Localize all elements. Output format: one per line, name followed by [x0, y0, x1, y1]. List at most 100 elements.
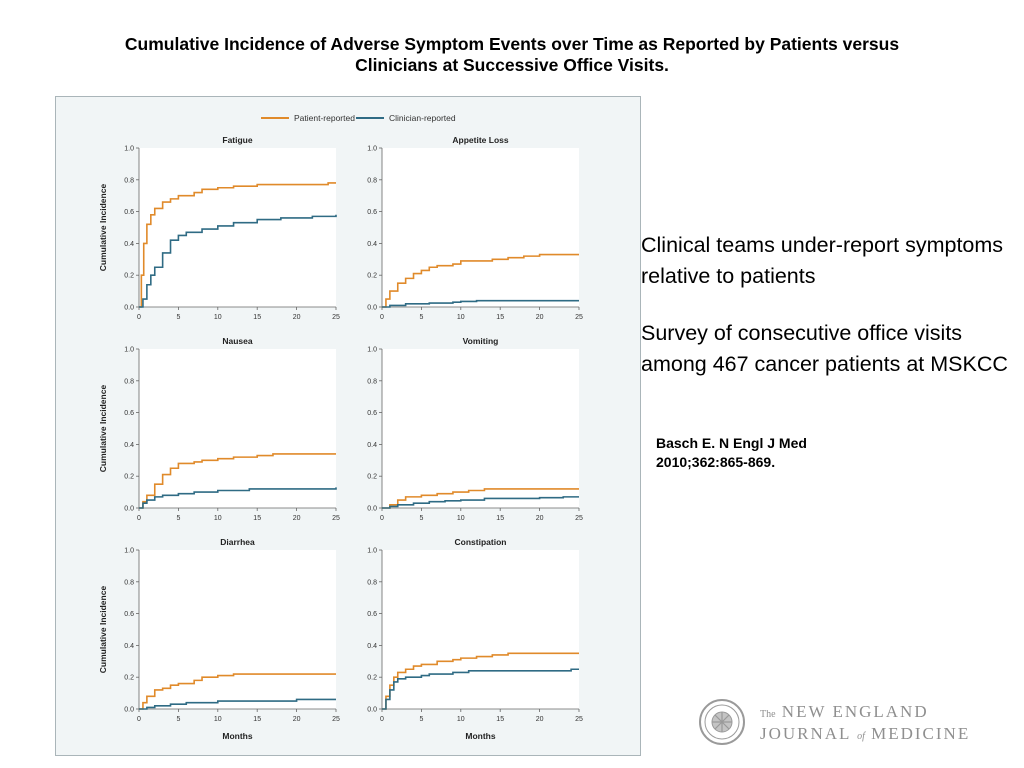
- x-tick-label: 20: [293, 314, 301, 321]
- x-axis-label: Months: [465, 731, 495, 741]
- x-tick-label: 10: [457, 515, 465, 522]
- y-tick-label: 0.0: [367, 305, 377, 312]
- series-line-patient: [382, 253, 579, 308]
- panel-title: Vomiting: [463, 336, 499, 346]
- series-line-patient: [139, 673, 336, 710]
- plot-area: [139, 550, 336, 709]
- x-tick-label: 15: [253, 716, 261, 723]
- y-tick-label: 1.0: [367, 548, 377, 555]
- y-tick-label: 0.4: [124, 442, 134, 449]
- y-tick-label: 1.0: [367, 146, 377, 153]
- x-tick-label: 25: [332, 716, 340, 723]
- series-line-patient: [382, 488, 579, 509]
- panel-constipation: Constipation 0.0 0.2 0.4 0.6 0.8 1.0 0 5 10 15 20 25…: [367, 537, 583, 741]
- bullet-under-report: Clinical teams under-report symptoms rel…: [641, 233, 1004, 288]
- panel-nausea: Nausea 0.0 0.2 0.4 0.6 0.8 1.0 0 5 10 15 20 25 Cumula…: [98, 336, 340, 522]
- series-line-patient: [139, 182, 336, 308]
- y-tick-label: 0.4: [367, 643, 377, 650]
- panel-diarrhea: Diarrhea 0.0 0.2 0.4 0.6 0.8 1.0 0 5 10 15 20 25 Cumu…: [98, 537, 340, 741]
- y-tick-label: 0.2: [124, 675, 134, 682]
- y-tick-label: 0.8: [367, 579, 377, 586]
- x-tick-label: 25: [332, 314, 340, 321]
- y-tick-label: 0.0: [124, 305, 134, 312]
- y-tick-label: 0.4: [124, 241, 134, 248]
- x-tick-label: 0: [380, 314, 384, 321]
- x-tick-label: 15: [253, 314, 261, 321]
- plot-area: [382, 349, 579, 508]
- panel-appetite-loss: Appetite Loss 0.0 0.2 0.4 0.6 0.8 1.0 0 5 10 15 20 2…: [367, 135, 583, 321]
- x-tick-label: 5: [419, 716, 423, 723]
- y-tick-label: 0.8: [124, 378, 134, 385]
- y-tick-label: 0.2: [367, 474, 377, 481]
- y-tick-label: 1.0: [124, 146, 134, 153]
- panel-title: Appetite Loss: [452, 135, 508, 145]
- bullet-list: Clinical teams under-report symptoms rel…: [641, 230, 1021, 406]
- series-line-clinician: [382, 668, 579, 710]
- series-line-clinician: [139, 487, 337, 509]
- x-tick-label: 10: [214, 716, 222, 723]
- x-tick-label: 0: [380, 515, 384, 522]
- nejm-medicine: MEDICINE: [871, 724, 971, 743]
- y-tick-label: 0.6: [367, 410, 377, 417]
- x-tick-label: 25: [575, 515, 583, 522]
- slide-title: Cumulative Incidence of Adverse Symptom …: [40, 34, 984, 76]
- x-tick-label: 10: [214, 515, 222, 522]
- panel-fatigue: Fatigue 0.0 0.2 0.4 0.6 0.8 1.0 0 5 10 15 20 25 Cumul…: [98, 135, 340, 321]
- legend-label-clinician: Clinician-reported: [389, 113, 456, 123]
- x-tick-label: 5: [176, 515, 180, 522]
- citation-line-2: 2010;362:865-869.: [656, 454, 776, 470]
- panel-title: Nausea: [222, 336, 253, 346]
- panel-vomiting: Vomiting 0.0 0.2 0.4 0.6 0.8 1.0 0 5 10 15 20 25: [367, 336, 583, 522]
- x-tick-label: 0: [137, 515, 141, 522]
- y-tick-label: 0.4: [124, 643, 134, 650]
- x-tick-label: 20: [536, 716, 544, 723]
- y-tick-label: 0.6: [124, 410, 134, 417]
- y-tick-label: 0.8: [124, 177, 134, 184]
- nejm-of: of: [857, 731, 865, 742]
- x-tick-label: 5: [176, 314, 180, 321]
- plot-area: [382, 148, 579, 307]
- slide-title-line-2: Clinicians at Successive Office Visits.: [355, 55, 669, 75]
- y-tick-label: 0.0: [124, 506, 134, 513]
- y-tick-label: 0.0: [367, 707, 377, 714]
- y-tick-label: 1.0: [367, 347, 377, 354]
- x-tick-label: 25: [575, 716, 583, 723]
- nejm-journal: JOURNAL: [760, 724, 851, 743]
- citation: Basch E. N Engl J Med 2010;362:865-869.: [656, 434, 807, 472]
- x-tick-label: 0: [137, 314, 141, 321]
- panel-title: Constipation: [455, 537, 507, 547]
- y-tick-label: 0.0: [124, 707, 134, 714]
- series-line-clinician: [139, 698, 336, 710]
- chart-legend: Patient-reported Clinician-reported: [261, 113, 456, 123]
- series-line-patient: [382, 652, 579, 710]
- nejm-the: The: [760, 709, 776, 720]
- y-tick-label: 0.2: [367, 675, 377, 682]
- y-axis-label: Cumulative Incidence: [98, 385, 108, 473]
- y-tick-label: 0.6: [124, 611, 134, 618]
- x-tick-label: 20: [536, 515, 544, 522]
- x-tick-label: 15: [496, 716, 504, 723]
- figure-panel: Patient-reported Clinician-reported Fatigu…: [55, 96, 641, 756]
- series-line-clinician: [139, 214, 337, 308]
- x-tick-label: 15: [253, 515, 261, 522]
- slide-title-line-1: Cumulative Incidence of Adverse Symptom …: [124, 34, 900, 54]
- y-tick-label: 0.6: [124, 209, 134, 216]
- y-tick-label: 0.6: [367, 611, 377, 618]
- x-tick-label: 0: [380, 716, 384, 723]
- y-tick-label: 0.8: [367, 177, 377, 184]
- y-tick-label: 0.8: [367, 378, 377, 385]
- citation-line-1: Basch E. N Engl J Med: [656, 435, 807, 451]
- x-tick-label: 5: [419, 314, 423, 321]
- x-tick-label: 25: [332, 515, 340, 522]
- nejm-seal-icon: [699, 699, 745, 745]
- x-tick-label: 10: [457, 716, 465, 723]
- x-axis-label: Months: [222, 731, 252, 741]
- y-tick-label: 1.0: [124, 548, 134, 555]
- nejm-new-england: NEW ENGLAND: [781, 702, 929, 721]
- x-tick-label: 5: [419, 515, 423, 522]
- x-tick-label: 10: [214, 314, 222, 321]
- series-line-patient: [139, 453, 336, 509]
- y-tick-label: 0.6: [367, 209, 377, 216]
- chart-figure: Patient-reported Clinician-reported Fatigu…: [98, 113, 583, 741]
- y-tick-label: 0.2: [124, 474, 134, 481]
